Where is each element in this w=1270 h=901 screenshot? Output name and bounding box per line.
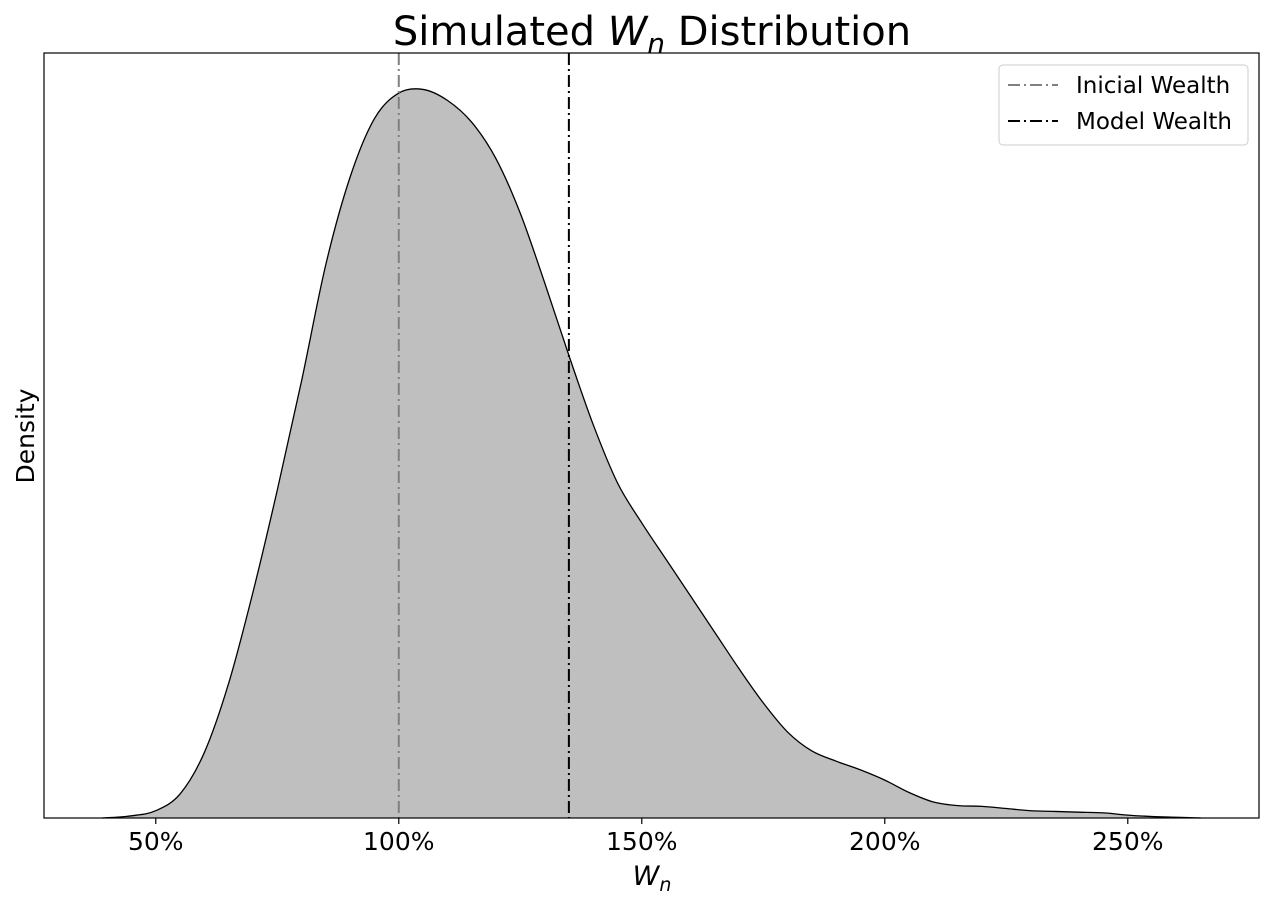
plot-area: [102, 53, 1201, 819]
x-axis-label-symbol: W: [633, 861, 661, 892]
y-axis-label: Density: [11, 388, 40, 483]
chart-title: Simulated Wn Distribution: [393, 9, 911, 60]
axes-frame: [43, 52, 1260, 819]
chart-title-symbol: W: [608, 9, 649, 55]
legend: Inicial Wealth Model Wealth: [998, 64, 1249, 146]
density-curve: [102, 88, 1201, 819]
x-axis-label-subscript: n: [659, 874, 671, 896]
x-axis-ticks: 50% 100% 150% 200% 250%: [128, 818, 1164, 856]
x-axis-label: Wn: [633, 861, 672, 896]
x-tick-label: 100%: [363, 827, 434, 856]
x-tick-label: 200%: [849, 827, 920, 856]
legend-label-model-wealth: Model Wealth: [1076, 109, 1232, 135]
chart-title-prefix: Simulated: [393, 9, 608, 55]
x-tick-label: 250%: [1092, 827, 1163, 856]
legend-label-inicial-wealth: Inicial Wealth: [1076, 73, 1230, 99]
density-area-fill: [102, 88, 1201, 818]
x-tick-label: 150%: [606, 827, 677, 856]
chart-title-subscript: n: [647, 27, 665, 60]
chart-title-suffix: Distribution: [665, 9, 911, 55]
x-tick-label: 50%: [128, 827, 184, 856]
legend-box: [998, 64, 1249, 146]
